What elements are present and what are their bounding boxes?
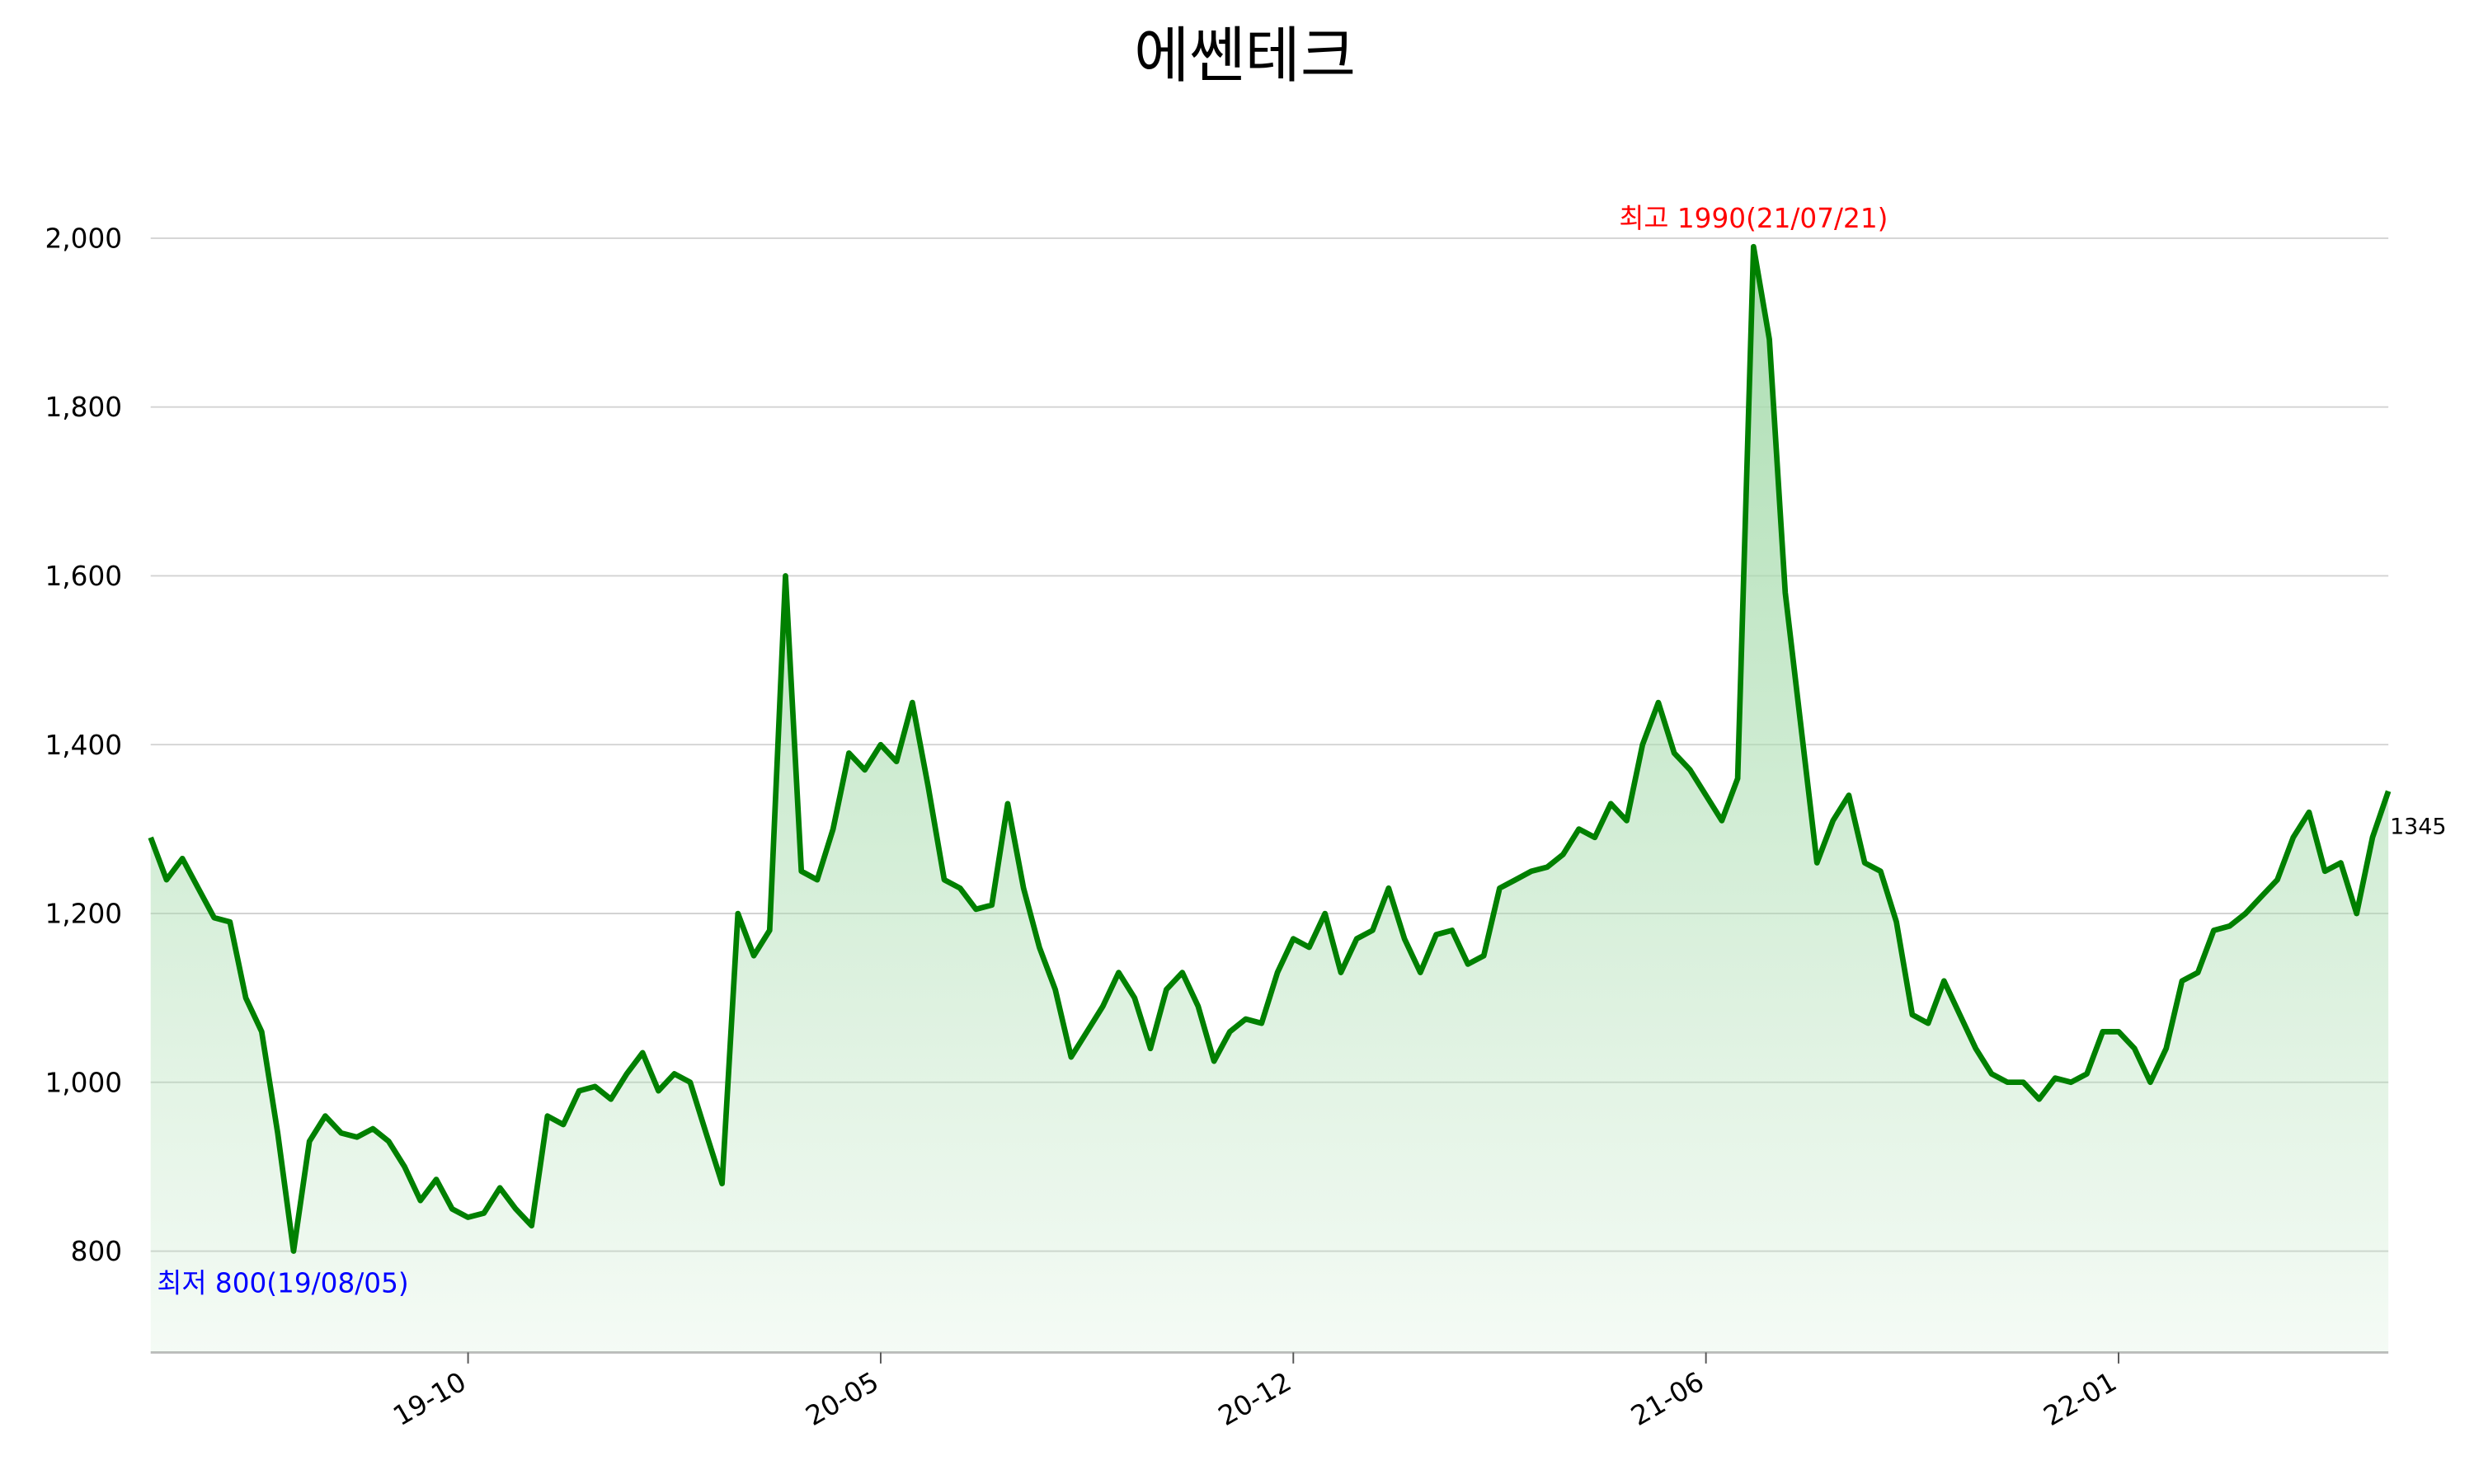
- area: [150, 247, 2389, 1353]
- chart-title: 에쎈테크: [1134, 21, 1356, 91]
- y-tick-label: 1,600: [45, 561, 122, 592]
- x-tick-label: 22-01: [2039, 1366, 2122, 1432]
- x-tick-label: 20-12: [1213, 1366, 1296, 1432]
- price-line: [148, 243, 2392, 1254]
- y-tick-label: 1,400: [45, 730, 122, 761]
- max-annotation: 최고 1990(21/07/21): [1619, 203, 1888, 234]
- y-tick-label: 1,000: [45, 1067, 122, 1098]
- x-tick-label: 19-10: [388, 1366, 471, 1432]
- y-tick-label: 800: [71, 1236, 122, 1267]
- y-tick-label: 1,200: [45, 899, 122, 930]
- x-tick-label: 21-06: [1625, 1366, 1709, 1432]
- min-annotation: 최저 800(19/08/05): [157, 1268, 408, 1299]
- last-value-label: 1345: [2390, 814, 2446, 839]
- x-tick-label: 20-05: [801, 1366, 884, 1432]
- y-tick-label: 2,000: [45, 223, 122, 254]
- y-tick-label: 1,800: [45, 392, 122, 423]
